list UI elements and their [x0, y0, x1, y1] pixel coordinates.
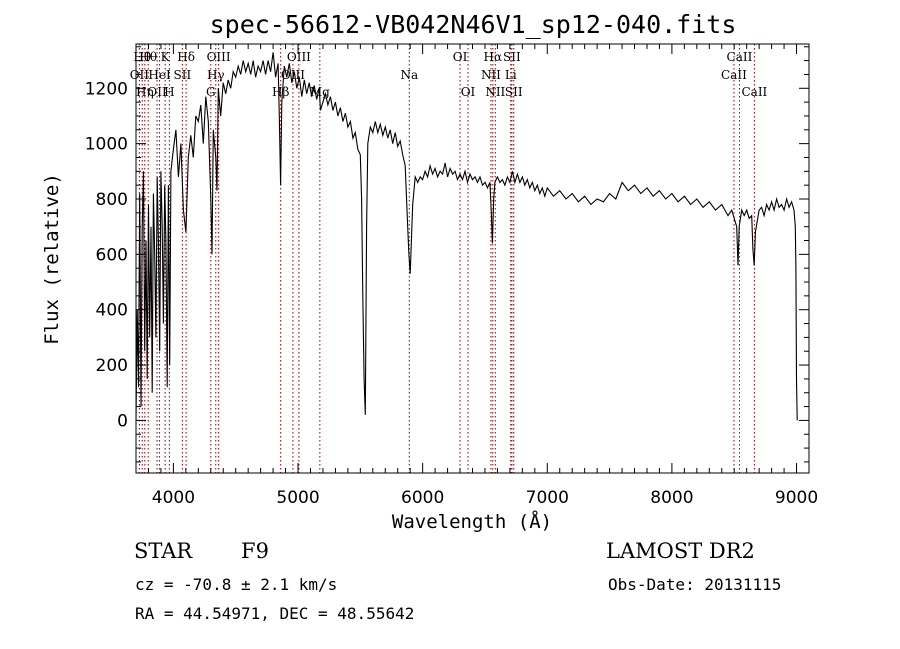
y-tick-label-6: 1200 [85, 79, 128, 99]
y-tick-label-4: 800 [96, 190, 128, 210]
line-label-27: CaII [727, 50, 753, 64]
y-tick-label-0: 0 [117, 411, 128, 431]
line-label-8: SII [174, 68, 192, 82]
chart-title: spec-56612-VB042N46V1_sp12-040.fits [210, 10, 737, 39]
y-axis-ticks: 0 200 400 600 800 1000 1200 [85, 46, 809, 463]
line-label-10: G [206, 85, 216, 99]
object-class: STAR [134, 539, 193, 563]
line-label-6: K [161, 50, 171, 64]
line-label-25: SII [505, 85, 523, 99]
survey-name: LAMOST DR2 [606, 539, 755, 563]
y-tick-label-3: 600 [96, 245, 128, 265]
line-label-7: H [164, 85, 174, 99]
line-label-21: Hα [484, 50, 503, 64]
line-label-22: NII [485, 85, 505, 99]
line-label-15: OIII [287, 50, 311, 64]
y-tick-label-2: 400 [96, 301, 128, 321]
line-label-17: Na [400, 68, 418, 82]
spectrum-line-0 [135, 52, 798, 421]
x-tick-label-0: 4000 [152, 488, 195, 508]
y-axis-label: Flux (relative) [41, 173, 63, 345]
line-label-23: Li [505, 68, 517, 82]
coordinates: RA = 44.54971, DEC = 48.55642 [135, 604, 414, 623]
emission-line-markers: OIIHθHηHθOIIHeIKHSIIHδGHγOIIIHβOIIIOIIIM… [130, 44, 768, 473]
spectrum-series [135, 52, 798, 421]
observation-date: Obs-Date: 20131115 [608, 575, 781, 594]
y-tick-label-1: 200 [96, 356, 128, 376]
object-subclass: F9 [241, 539, 269, 563]
line-label-26: CaII [721, 68, 747, 82]
line-label-4: OII [147, 85, 167, 99]
line-label-9: Hδ [177, 50, 195, 64]
x-tick-label-1: 5000 [276, 488, 319, 508]
y-tick-label-5: 1000 [85, 135, 128, 155]
x-axis-label: Wavelength (Å) [392, 510, 552, 533]
line-label-28: CaII [741, 85, 767, 99]
line-label-18: OI [453, 50, 468, 64]
line-label-19: OI [461, 85, 476, 99]
line-label-13: Hβ [272, 85, 289, 99]
line-label-11: Hγ [207, 68, 225, 82]
x-tick-label-5: 9000 [775, 488, 818, 508]
redshift-velocity: cz = -70.8 ± 2.1 km/s [135, 575, 337, 594]
x-tick-label-2: 6000 [401, 488, 444, 508]
line-label-3: Hθ [139, 50, 157, 64]
line-label-12: OIII [207, 50, 231, 64]
x-tick-label-4: 8000 [650, 488, 693, 508]
line-label-0: OII [130, 68, 150, 82]
line-label-5: HeI [148, 68, 171, 82]
x-axis-ticks: 4000 5000 6000 7000 8000 9000 [135, 44, 818, 508]
x-tick-label-3: 7000 [526, 488, 569, 508]
plot-frame [135, 43, 810, 474]
line-label-24: SII [503, 50, 521, 64]
line-label-20: NII [481, 68, 501, 82]
